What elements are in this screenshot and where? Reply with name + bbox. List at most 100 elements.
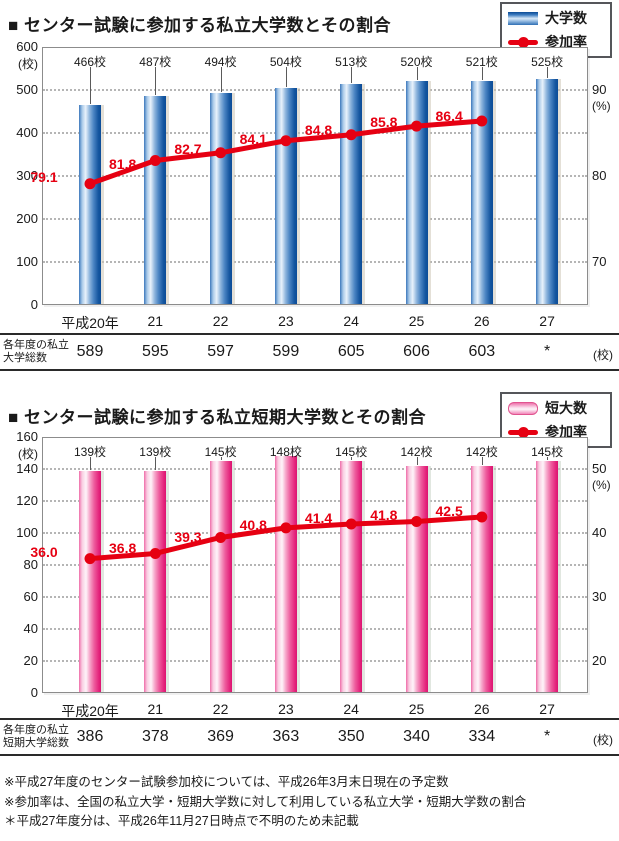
x-axis-label: 23: [278, 313, 294, 329]
bar-21: [144, 470, 167, 692]
gridline: [43, 468, 587, 470]
left-axis-tick: 60: [23, 589, 38, 604]
blue-bar-swatch-icon: [508, 11, 538, 25]
bar-label-leader-line: [481, 457, 483, 465]
legend-label: 大学数: [545, 10, 587, 26]
right-axis-tick: 30: [592, 589, 607, 604]
table-unit: (校): [593, 733, 613, 747]
line-value-label: 84.8: [304, 121, 333, 138]
bar-value-label: 142校: [400, 445, 433, 459]
bar-label-leader-line: [481, 67, 483, 80]
x-axis-label: 平成20年: [61, 315, 119, 331]
left-axis-tick: 600: [16, 39, 38, 54]
line-point: [149, 547, 161, 559]
left-axis-tick: 0: [30, 685, 38, 700]
line-point: [84, 553, 96, 565]
right-axis-tick: 40: [592, 525, 607, 540]
x-axis-label: 平成20年: [61, 703, 119, 719]
line-point: [149, 155, 161, 167]
table-value: *: [543, 728, 551, 745]
bar-label-leader-line: [90, 457, 91, 470]
right-axis-tick: 90: [592, 82, 607, 97]
line-point: [411, 120, 422, 132]
legend-label: 短大数: [545, 400, 587, 416]
bar-24: [340, 461, 363, 692]
bar-value-label: 520校: [400, 55, 433, 69]
bar-26: [470, 80, 493, 304]
line-point: [215, 531, 227, 543]
bar-label-leader-line: [220, 67, 222, 92]
gridline: [43, 218, 587, 220]
x-axis-label: 27: [539, 313, 555, 329]
bar-label-leader-line: [547, 457, 549, 460]
legend-row-participation: 参加率: [508, 32, 604, 52]
line-value-label: 41.8: [370, 506, 398, 523]
junior-college-chart-title: ■ センター試験に参加する私立短期大学数とその割合: [8, 408, 426, 427]
bar-27: [536, 79, 559, 304]
legend-label: 参加率: [545, 424, 587, 440]
bar-label-leader-line: [220, 457, 222, 460]
bar-24: [340, 84, 363, 304]
right-axis-unit: (%): [592, 478, 611, 492]
gridline: [43, 596, 587, 598]
table-value: 334: [468, 728, 496, 745]
x-axis-label: 22: [212, 701, 229, 717]
left-axis-tick: 80: [23, 557, 38, 572]
left-axis-tick: 200: [16, 211, 38, 226]
left-axis-tick: 160: [16, 429, 38, 444]
x-axis-label: 27: [539, 701, 555, 717]
red-line-swatch-icon: [508, 36, 538, 49]
left-axis-tick: 500: [16, 82, 38, 97]
line-point: [215, 147, 227, 159]
bar-26: [470, 465, 493, 692]
legend-label: 参加率: [545, 34, 587, 50]
line-value-label: 82.7: [174, 140, 202, 157]
university-chart-title: ■ センター試験に参加する私立大学数とその割合: [8, 16, 391, 35]
x-axis-label: 26: [474, 313, 490, 329]
bar-22: [209, 92, 232, 304]
bar-value-label: 145校: [335, 445, 368, 459]
line-point: [476, 511, 488, 523]
right-axis-tick: 70: [592, 254, 607, 269]
table-row-label: 各年度の私立 短期大学総数: [3, 724, 69, 749]
bar-21: [144, 95, 167, 304]
table-value: *: [543, 343, 551, 360]
line-value-label: 40.8: [239, 516, 267, 533]
gridline: [43, 132, 587, 134]
left-axis-tick: 40: [23, 621, 38, 636]
participation-rate-line: [84, 115, 488, 190]
line-value-label: 85.8: [370, 114, 398, 131]
x-axis-label: 26: [474, 701, 490, 717]
footnotes: ※平成27年度のセンター試験参加校については、平成26年3月末日現在の予定数 ※…: [4, 773, 526, 832]
gridline: [43, 89, 587, 91]
gridline: [43, 564, 587, 566]
left-axis-unit: (校): [18, 447, 38, 461]
gridline: [43, 628, 587, 630]
legend-row-participation: 参加率: [508, 422, 604, 442]
bar-value-label: 466校: [73, 55, 107, 69]
bar-22: [209, 461, 232, 692]
x-axis-label: 24: [343, 701, 359, 717]
x-axis-label: 21: [147, 313, 164, 329]
bar-27: [536, 461, 559, 692]
bar-value-label: 487校: [139, 55, 172, 69]
table-value: 386: [76, 728, 104, 745]
line-value-label: 41.4: [304, 509, 333, 526]
gridline: [43, 660, 587, 662]
table-value: 350: [337, 728, 365, 745]
left-axis-tick: 0: [30, 297, 38, 312]
table-value: 378: [141, 728, 169, 745]
table-value: 597: [207, 343, 234, 360]
bar-value-label: 142校: [465, 445, 498, 459]
line-value-label: 86.4: [435, 107, 463, 124]
bar-value-label: 139校: [73, 445, 107, 459]
bar-label-leader-line: [155, 67, 157, 95]
line-value-label: 42.5: [435, 503, 463, 520]
bar-平成20年: [79, 104, 101, 304]
legend-row-junior-colleges: 短大数: [508, 398, 604, 418]
gridline: [43, 261, 587, 263]
line-point: [280, 135, 292, 147]
x-axis-label: 25: [408, 313, 425, 329]
left-axis-unit: (校): [18, 57, 38, 71]
